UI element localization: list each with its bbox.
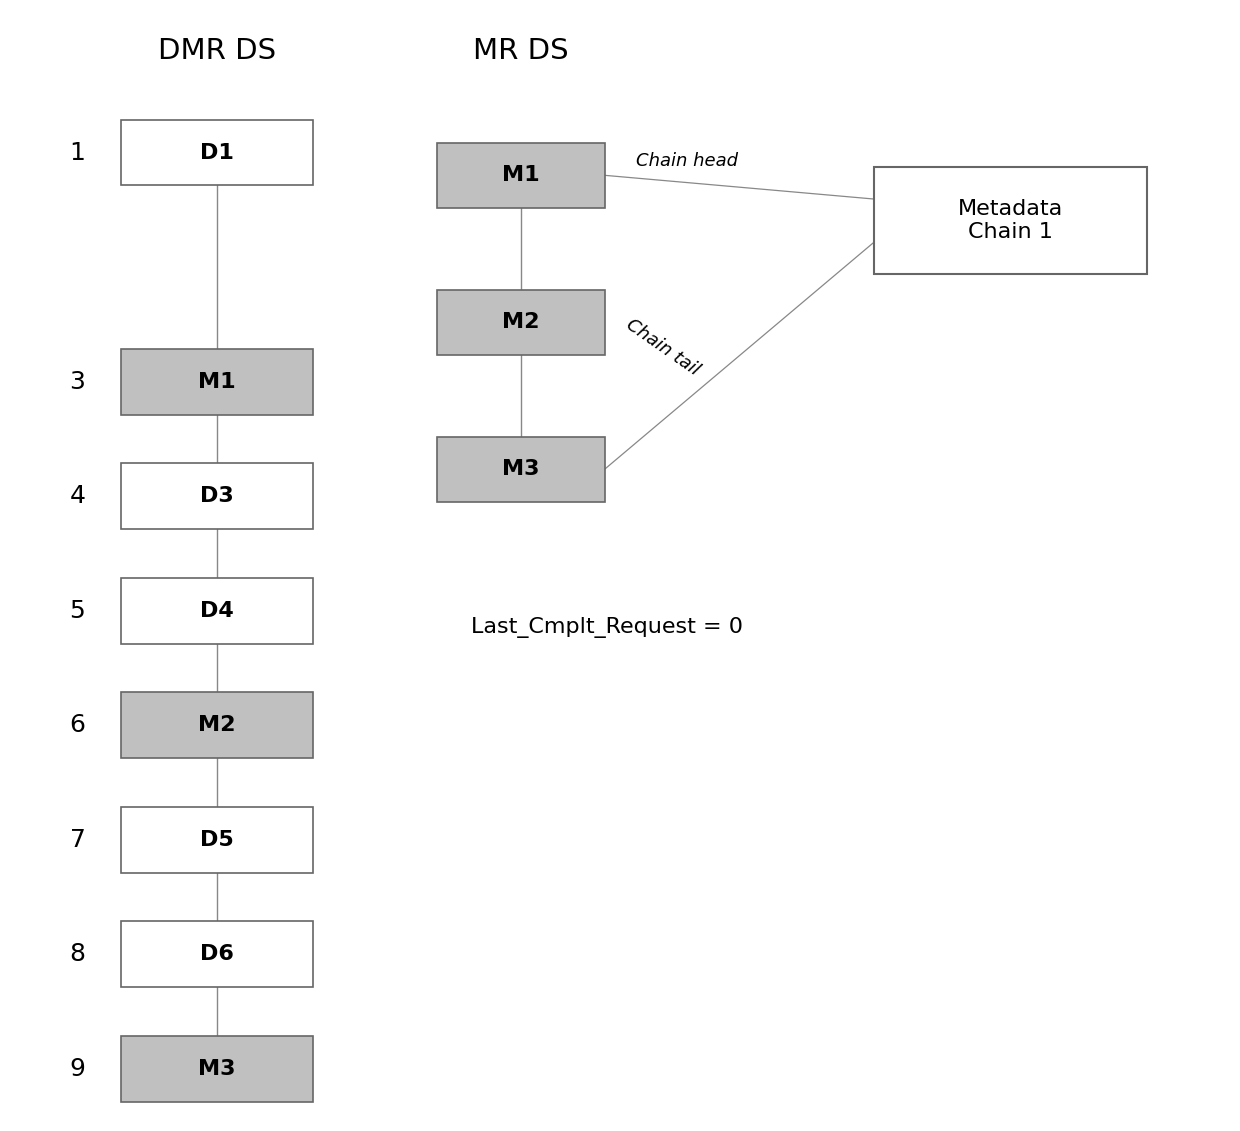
Text: DMR DS: DMR DS (157, 37, 277, 64)
Text: 5: 5 (69, 598, 86, 623)
Text: D6: D6 (200, 944, 234, 965)
Text: MR DS: MR DS (472, 37, 569, 64)
Bar (120, 348, 312, 415)
Text: M2: M2 (502, 312, 539, 333)
Bar (120, 922, 312, 987)
Bar (120, 120, 312, 185)
Text: 8: 8 (69, 942, 86, 966)
Text: D3: D3 (200, 486, 234, 507)
Bar (436, 143, 605, 208)
Text: D1: D1 (200, 143, 234, 163)
Bar (120, 692, 312, 758)
Text: D5: D5 (200, 830, 234, 849)
Text: 3: 3 (69, 370, 86, 394)
Text: 9: 9 (69, 1056, 86, 1081)
Text: M1: M1 (198, 372, 236, 391)
Text: Chain tail: Chain tail (622, 316, 703, 379)
Bar (436, 290, 605, 355)
Text: M3: M3 (198, 1059, 236, 1079)
Text: 4: 4 (69, 484, 86, 508)
Bar (120, 806, 312, 873)
Text: M2: M2 (198, 715, 236, 735)
Bar (120, 1036, 312, 1102)
Text: Last_Cmplt_Request = 0: Last_Cmplt_Request = 0 (471, 618, 743, 638)
Text: 6: 6 (69, 714, 86, 737)
Text: 1: 1 (69, 140, 86, 165)
Bar (436, 437, 605, 502)
Bar (120, 464, 312, 529)
Bar (120, 578, 312, 644)
Text: Chain head: Chain head (635, 152, 738, 170)
Text: M3: M3 (502, 459, 539, 480)
Text: D4: D4 (200, 601, 234, 621)
Bar (874, 167, 1147, 274)
Text: Metadata
Chain 1: Metadata Chain 1 (959, 199, 1063, 242)
Text: M1: M1 (502, 165, 539, 185)
Text: 7: 7 (69, 828, 86, 852)
